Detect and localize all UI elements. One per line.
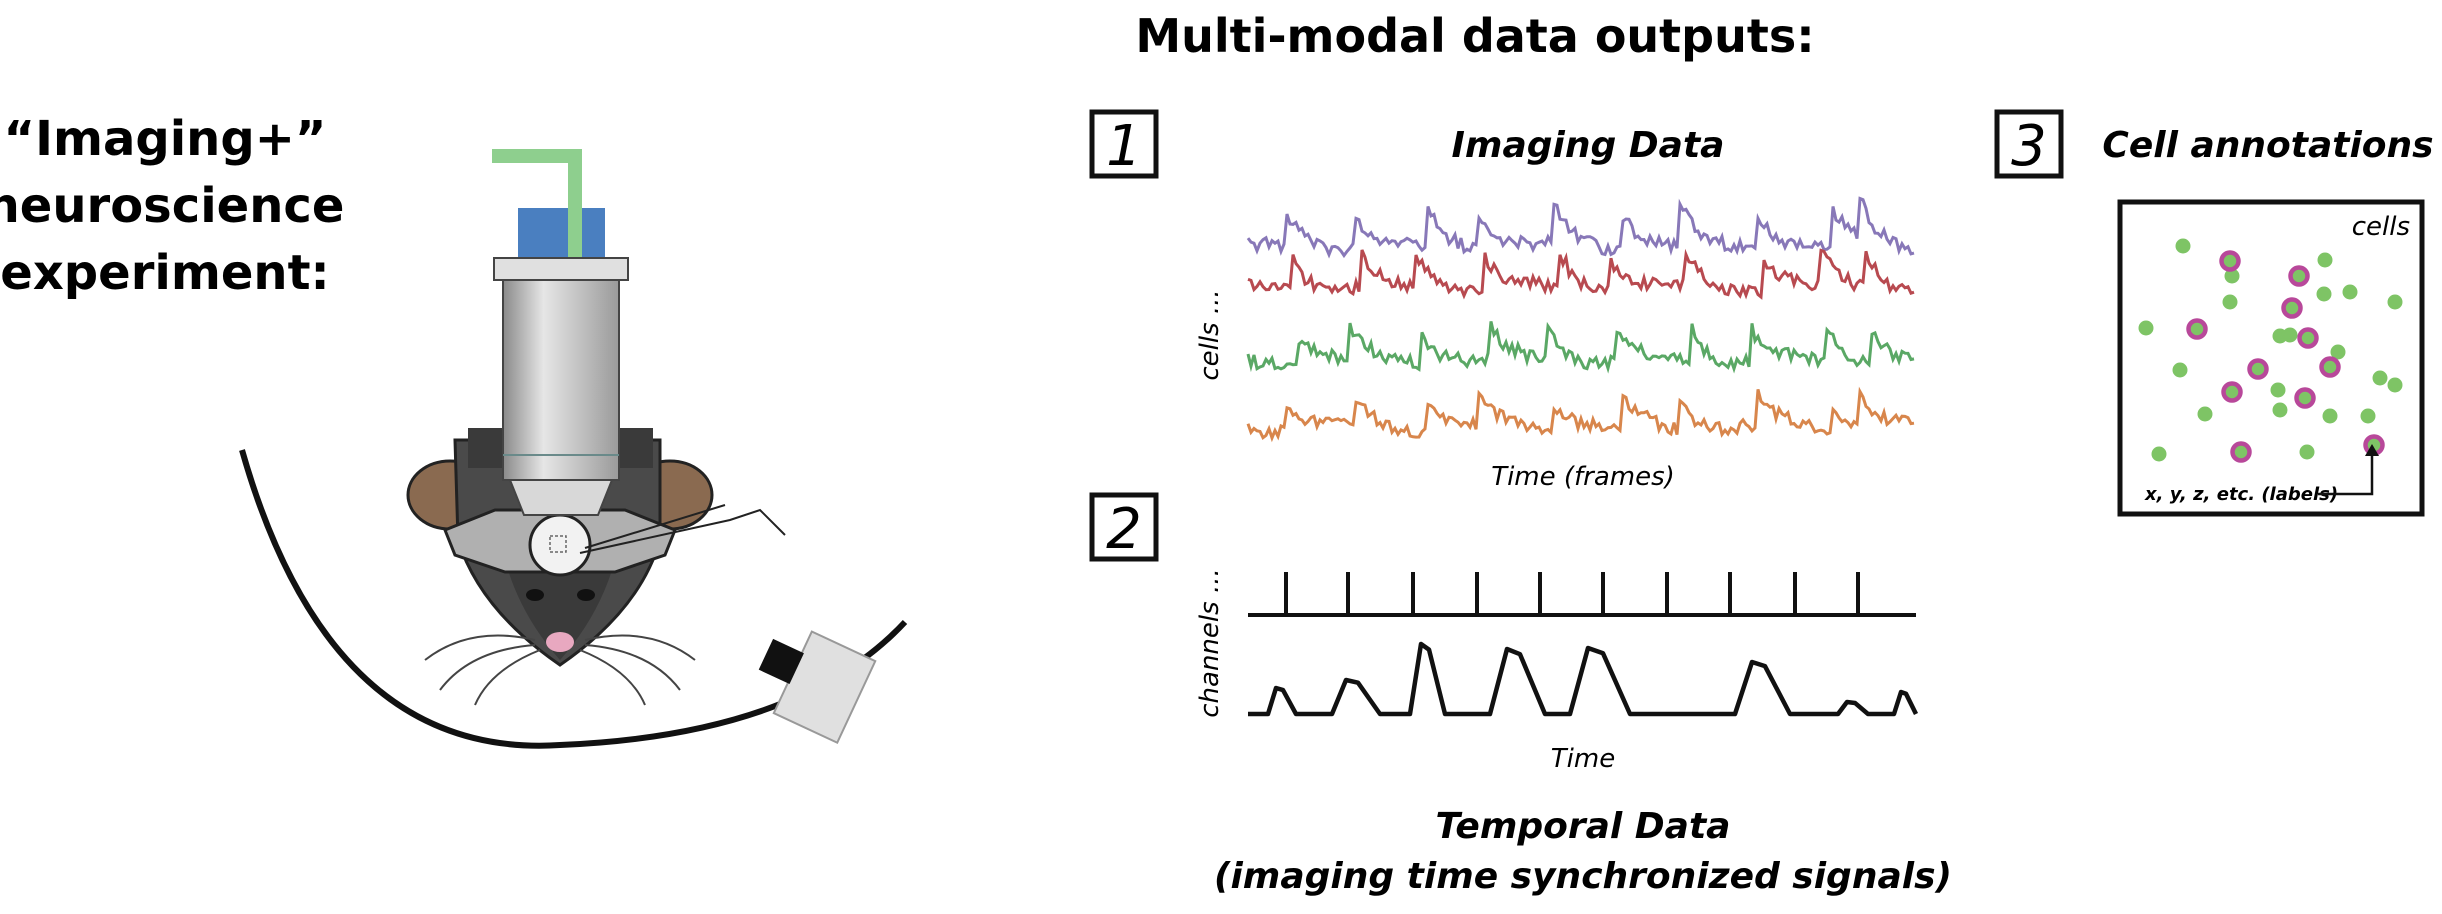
- mouse-eye-right: [577, 589, 595, 601]
- cell-dot: [2151, 446, 2167, 462]
- annotated-cell-dot: [2288, 265, 2310, 287]
- experiment-title-line3: experiment:: [0, 245, 329, 301]
- mouse-nose: [546, 632, 574, 652]
- cell-dots: [2138, 238, 2403, 463]
- cell-dot: [2330, 344, 2346, 360]
- analog-signal: [1248, 641, 1919, 717]
- annotation-frame: [2117, 199, 2425, 517]
- camera-lens: [758, 638, 804, 685]
- mouse-whiskers: [424, 634, 696, 706]
- annotation-arrowhead: [2365, 444, 2379, 456]
- objective-barrel: [502, 279, 620, 481]
- annotated-cell-dot: [2294, 387, 2316, 409]
- experiment-title-line2: neuroscience: [0, 178, 344, 234]
- outputs-title: Multi-modal data outputs:: [1135, 9, 1814, 63]
- panel3-number-box: [1994, 109, 2064, 179]
- annotated-cell-dot: [2247, 358, 2269, 380]
- panel1-number-box: [1089, 109, 1159, 179]
- panel1-title: Imaging Data: [1452, 125, 1725, 166]
- trace-green: [1246, 321, 1915, 374]
- trace-orange: [1246, 386, 1915, 443]
- annotation-arrow: [2318, 448, 2374, 496]
- annotated-cell-dot: [2221, 381, 2243, 403]
- cell-dot: [2322, 408, 2338, 424]
- laser-path: [492, 149, 582, 260]
- cell-dot: [2197, 406, 2213, 422]
- panel2-caption-line1: Temporal Data: [1436, 806, 1731, 847]
- panel3-number: 3: [2011, 114, 2047, 179]
- objective-tip: [508, 479, 614, 516]
- trace-purple: [1246, 196, 1915, 259]
- panel2-caption-line2: (imaging time synchronized signals): [1214, 856, 1952, 897]
- annotated-cell-dot: [2219, 250, 2241, 272]
- experiment-title-line1: “Imaging+”: [4, 111, 327, 167]
- imaging-traces: [1246, 196, 1915, 443]
- microscope-illustration: [468, 149, 653, 516]
- cell-dot: [2372, 370, 2388, 386]
- annotated-cell-dot: [2297, 327, 2319, 349]
- cell-dot: [2272, 402, 2288, 418]
- cell-dot: [2387, 377, 2403, 393]
- trace-red: [1247, 248, 1915, 300]
- panel1-ylabel: cells ...: [1195, 289, 1225, 380]
- panel2-number: 2: [1106, 497, 1142, 562]
- cell-dot: [2222, 294, 2238, 310]
- cell-dot: [2342, 284, 2358, 300]
- cell-dot: [2175, 238, 2191, 254]
- annotation-corner-label: cells: [2352, 212, 2410, 242]
- cell-dot: [2270, 382, 2286, 398]
- panel2-xlabel: Time: [1551, 744, 1615, 774]
- panel2-number-box: [1089, 492, 1159, 562]
- annotated-cell-dot: [2281, 297, 2303, 319]
- cell-dot: [2282, 327, 2298, 343]
- cell-dot: [2360, 408, 2376, 424]
- cell-dot: [2224, 268, 2240, 284]
- objective-collar: [493, 257, 629, 281]
- cell-dot: [2299, 444, 2315, 460]
- cell-dot: [2138, 320, 2154, 336]
- cell-dot: [2317, 252, 2333, 268]
- ttl-pulses: [1284, 572, 1860, 615]
- cell-dot: [2316, 286, 2332, 302]
- cell-dot: [2172, 362, 2188, 378]
- annotated-cell-dot: [2319, 356, 2341, 378]
- annotated-cell-dot: [2230, 441, 2252, 463]
- panel1-number: 1: [1106, 114, 1142, 179]
- cell-dot: [2387, 294, 2403, 310]
- cranial-window: [528, 513, 592, 577]
- annotation-labels-text: x, y, z, etc. (labels): [2144, 484, 2338, 505]
- panel2-ylabel: channels ...: [1195, 568, 1225, 718]
- mouse-eye-left: [526, 589, 544, 601]
- imaging-field: [549, 535, 567, 553]
- electrode-wires: [579, 504, 786, 554]
- panel3-title: Cell annotations: [2102, 125, 2433, 166]
- camera-illustration: [758, 630, 877, 745]
- panel1-xlabel: Time (frames): [1491, 462, 1675, 492]
- annotated-cell-dot: [2186, 318, 2208, 340]
